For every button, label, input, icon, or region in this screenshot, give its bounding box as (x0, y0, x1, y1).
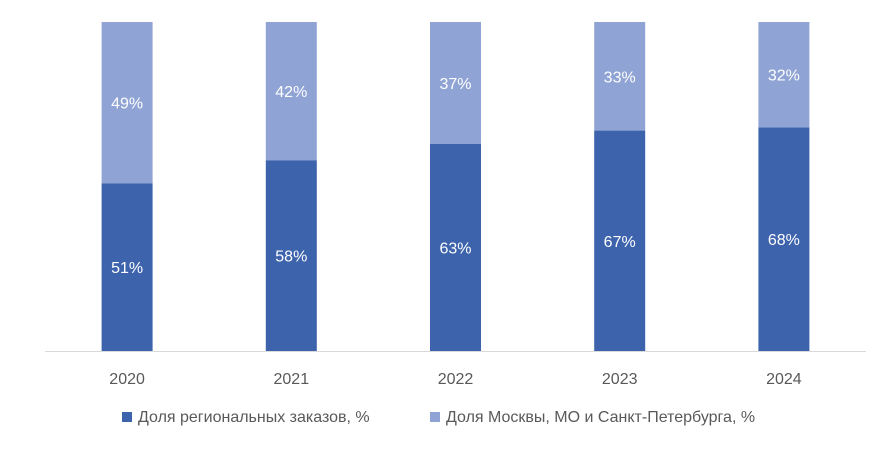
x-tick-label-2021: 2021 (274, 371, 310, 388)
x-tick-label-2023: 2023 (602, 371, 638, 388)
data-labels-layer: 51% 49% 58% 42% 63% 37% 67% 33% 68% 32% (111, 68, 800, 277)
data-label-series1-2020: 51% (111, 260, 143, 277)
bar-series2-2023 (594, 22, 646, 131)
data-label-series1-2023: 67% (604, 234, 636, 251)
data-label-series1-2024: 68% (768, 232, 800, 249)
bar-series2-2024 (758, 22, 810, 128)
x-tick-label-2020: 2020 (109, 371, 145, 388)
legend-swatch-series2 (430, 412, 440, 422)
bar-series1-2022 (430, 143, 481, 351)
x-tick-labels: 2020 2021 2022 2023 2024 (109, 371, 801, 388)
bar-series2-2020 (101, 22, 153, 184)
data-label-series2-2021: 42% (275, 84, 307, 101)
x-tick-label-2024: 2024 (766, 371, 802, 388)
bar-series1-2020 (101, 183, 153, 351)
legend-label-series1: Доля региональных заказов, % (138, 409, 370, 426)
legend-label-series2: Доля Москвы, МО и Санкт-Петербурга, % (446, 409, 755, 426)
bars-layer (101, 22, 810, 351)
data-label-series2-2024: 32% (768, 68, 800, 85)
legend: Доля региональных заказов, % Доля Москвы,… (122, 409, 755, 426)
x-tick-label-2022: 2022 (438, 371, 474, 388)
data-label-series2-2023: 33% (604, 69, 636, 86)
data-label-series2-2022: 37% (439, 76, 471, 93)
bar-series2-2021 (265, 22, 317, 161)
bar-series2-2022 (430, 22, 481, 144)
data-label-series1-2022: 63% (439, 240, 471, 257)
bar-series1-2024 (758, 127, 810, 351)
legend-swatch-series1 (122, 412, 132, 422)
data-label-series2-2020: 49% (111, 96, 143, 113)
bar-series1-2023 (594, 130, 646, 351)
data-label-series1-2021: 58% (275, 249, 307, 266)
bar-series1-2021 (265, 160, 317, 351)
